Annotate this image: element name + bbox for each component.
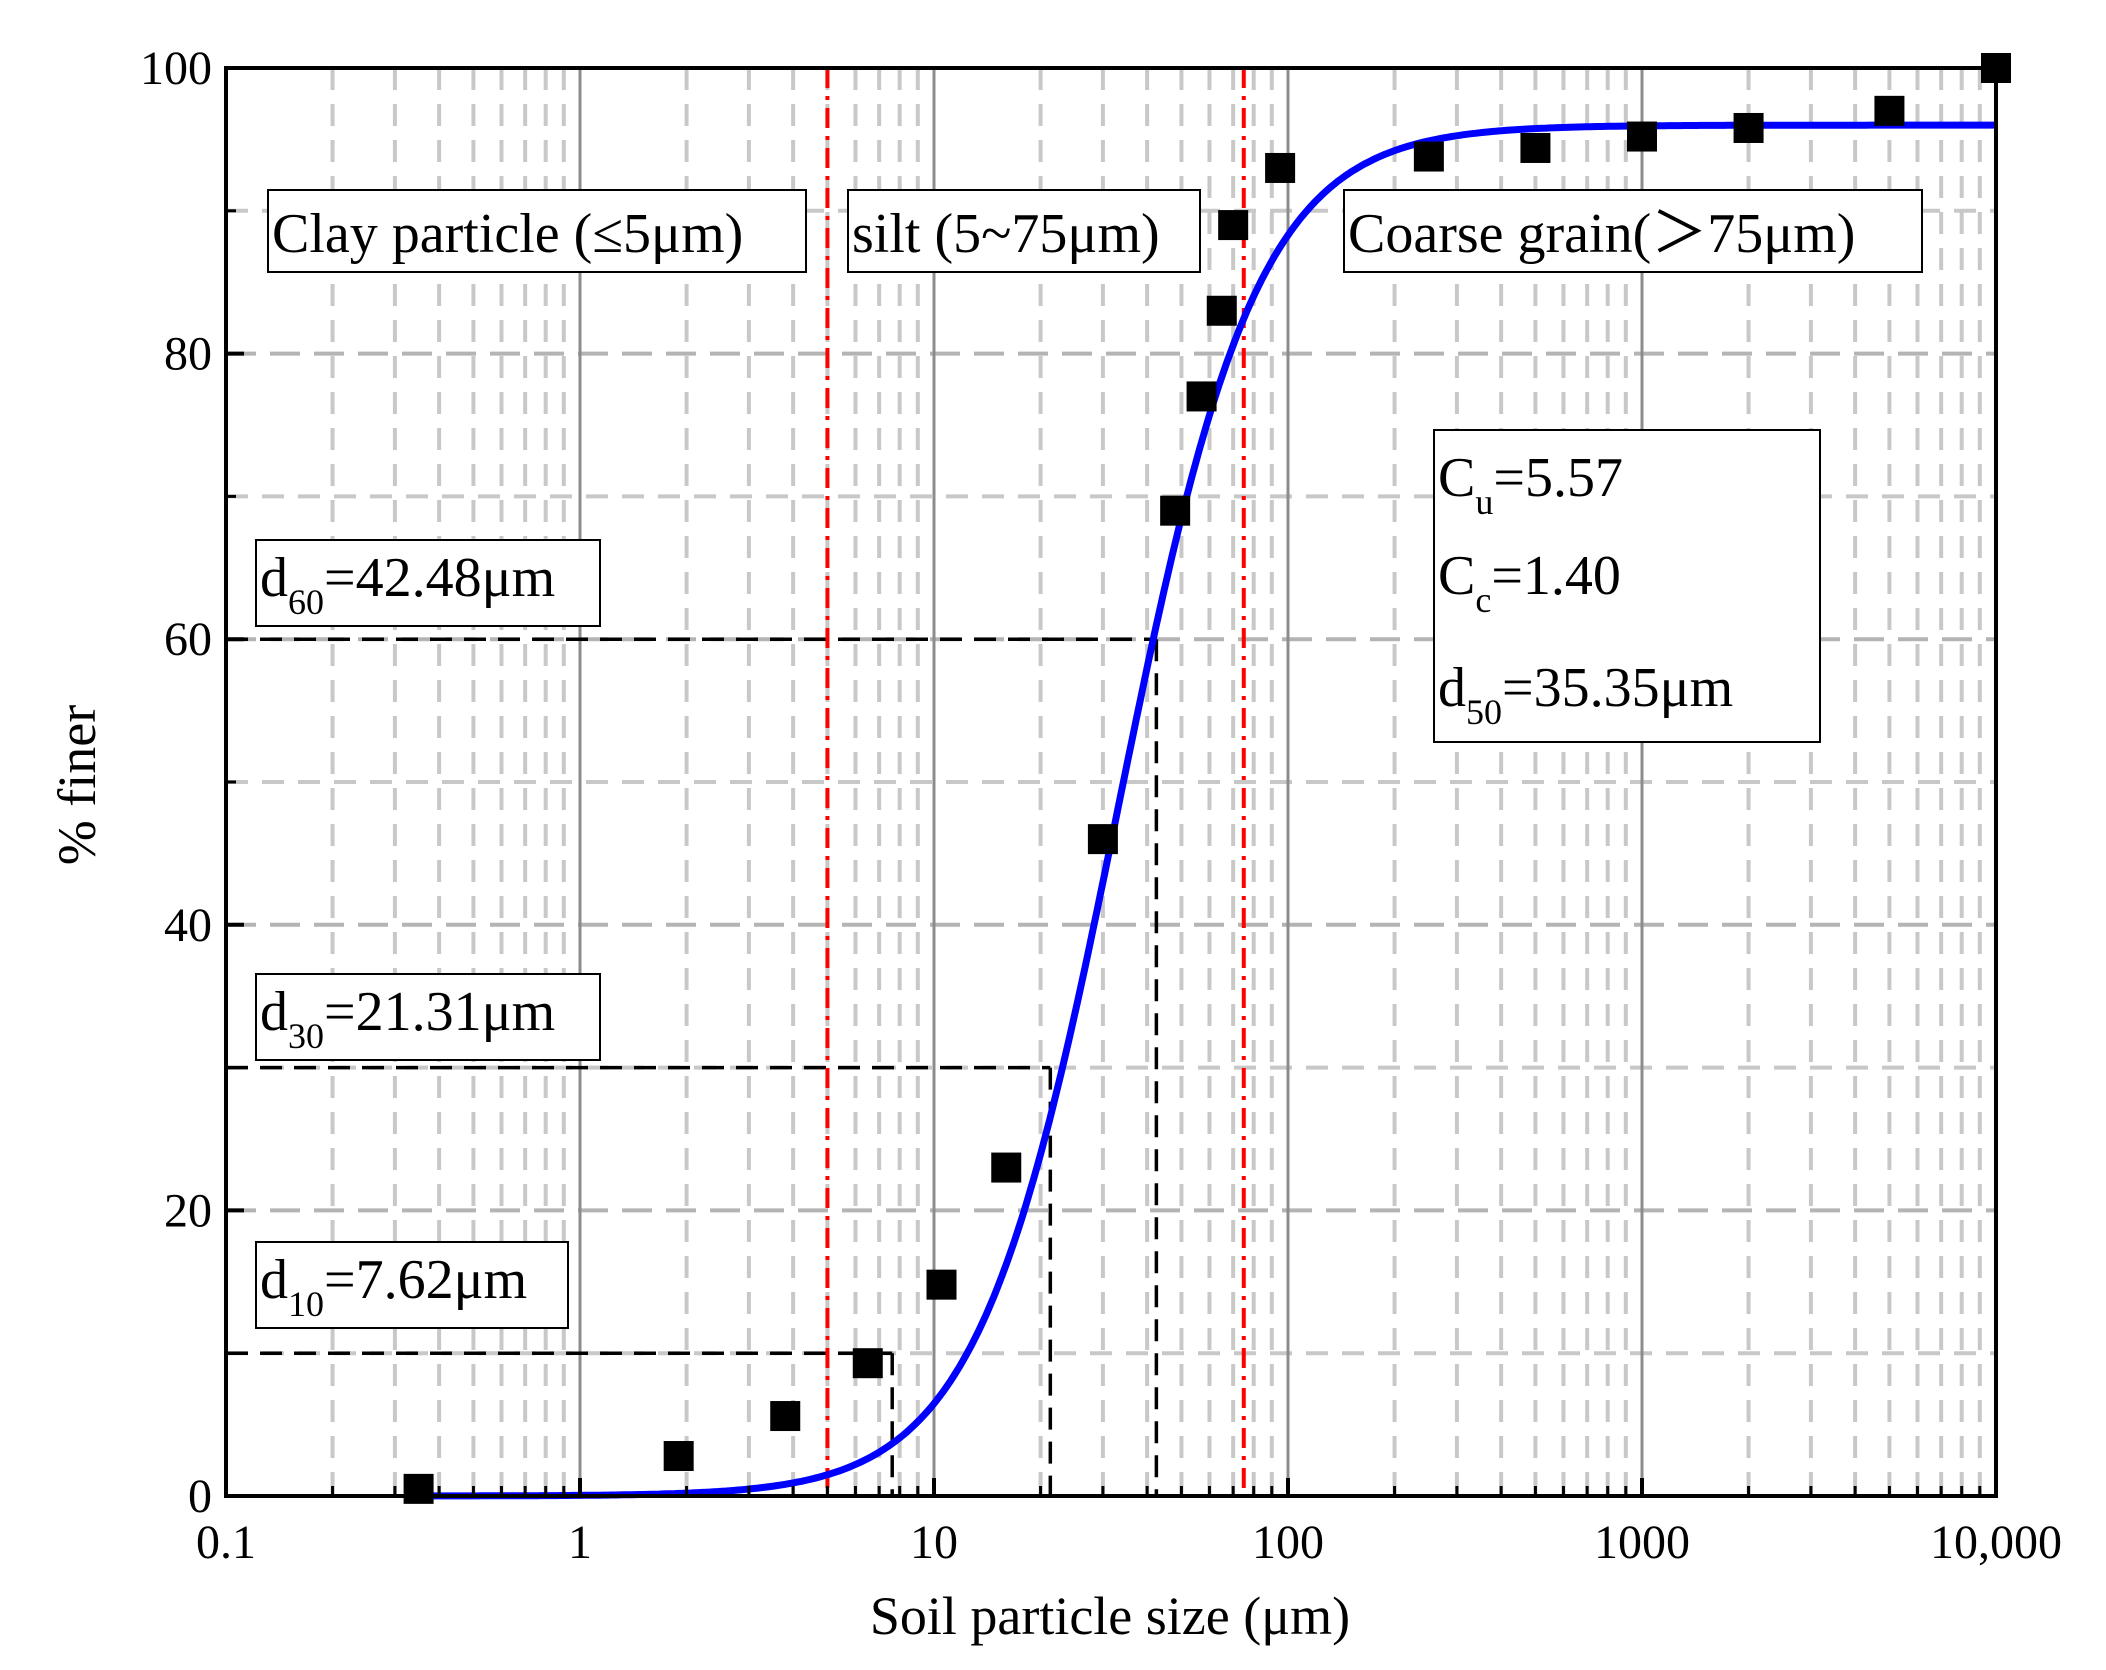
data-point [1186, 381, 1217, 412]
data-point [852, 1348, 883, 1379]
y-tick-label: 0 [188, 1470, 212, 1523]
data-point [1218, 210, 1249, 241]
y-tick-label: 20 [164, 1184, 212, 1237]
x-tick-label: 100 [1252, 1516, 1324, 1569]
data-point [1087, 824, 1118, 855]
y-tick-label: 100 [140, 42, 212, 95]
x-tick-label: 10,000 [1930, 1516, 2062, 1569]
axes: 0.1 1 10 100 1000 10,000 0 20 40 60 80 100 [140, 42, 2062, 1569]
data-point [1627, 121, 1657, 152]
d10-label: d10=7.62μm [260, 1249, 527, 1324]
data-point [663, 1441, 694, 1472]
d60-label-box [255, 539, 601, 627]
d10-label-box [255, 1241, 569, 1329]
x-axis-title: Soil particle size (μm) [870, 1586, 1350, 1646]
data-point [403, 1473, 434, 1504]
annotation-labels: Clay particle (≤5μm) silt (5~75μm) Coars… [255, 189, 1923, 1329]
data-point [1520, 132, 1551, 163]
d60-label: d60=42.48μm [260, 547, 555, 622]
fit-curve [418, 121, 1996, 1500]
d50-label: d50=35.35μm [1438, 657, 1733, 732]
x-tick-label: 0.1 [196, 1516, 256, 1569]
x-tick-label: 10 [910, 1516, 958, 1569]
data-point [1206, 295, 1237, 326]
cc-label: Cc=1.40 [1438, 545, 1621, 620]
clay-label-box [267, 189, 807, 273]
series [403, 53, 2011, 1504]
clay-label: Clay particle (≤5μm) [272, 203, 743, 265]
data-point [1265, 152, 1296, 183]
y-tick-label: 80 [164, 328, 212, 381]
silt-label-box [847, 189, 1201, 273]
data-point [926, 1269, 957, 1300]
y-tick-label: 60 [164, 613, 212, 666]
boundary-lines [825, 68, 1246, 1496]
cu-label: Cu=5.57 [1438, 447, 1623, 522]
data-point [1733, 112, 1764, 143]
data-point [991, 1152, 1022, 1183]
y-tick-label: 40 [164, 899, 212, 952]
x-tick-label: 1 [568, 1516, 592, 1569]
guide-lines [226, 637, 1159, 1496]
data-point [770, 1401, 801, 1432]
grid [226, 68, 1996, 1496]
coefficients-box [1433, 429, 1821, 743]
y-axis-title: % finer [47, 705, 107, 865]
coarse-label: Coarse grain(＞75μm) [1348, 203, 1855, 265]
data-point [1874, 95, 1905, 126]
data-point [1413, 141, 1444, 172]
d30-label: d30=21.31μm [260, 981, 555, 1056]
d30-label-box [255, 973, 601, 1061]
silt-label: silt (5~75μm) [852, 203, 1160, 265]
coarse-label-box [1343, 189, 1923, 273]
data-point [1160, 495, 1191, 526]
x-tick-label: 1000 [1594, 1516, 1690, 1569]
